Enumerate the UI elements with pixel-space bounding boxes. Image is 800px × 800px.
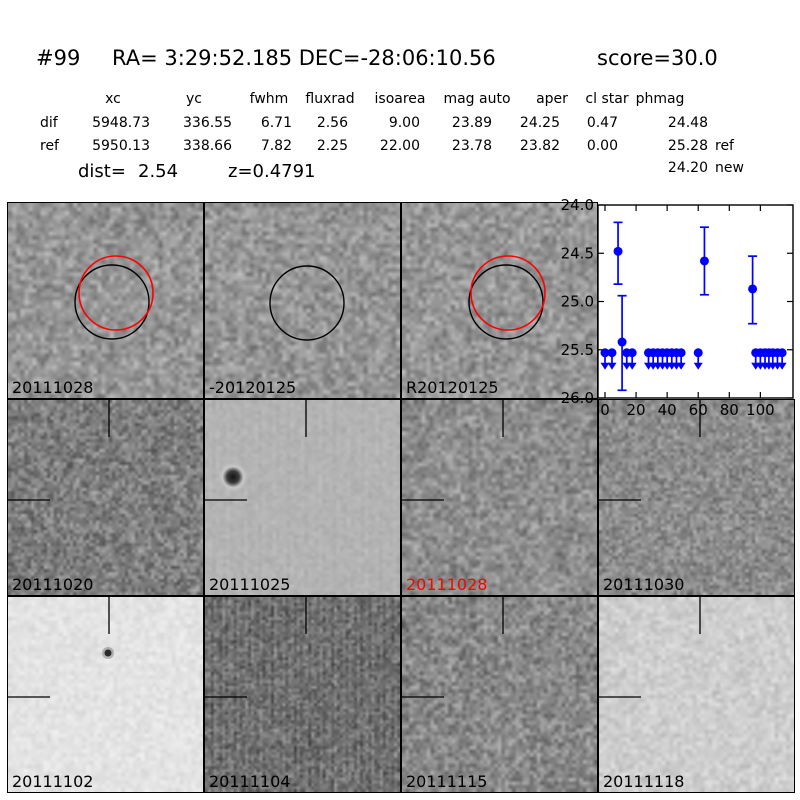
aperture-circle-black [269,265,345,341]
cutout-dif-20111028: 20111028 [7,202,204,399]
cutout-image [205,203,400,398]
ref-yc: 338.66 [183,138,232,154]
epoch-label: 20111028 [12,378,94,397]
epoch-label: -20120125 [209,378,297,397]
cutout-image [8,203,203,398]
cutout-20111118: 20111118 [598,596,795,793]
row-label-dif: dif [40,115,58,131]
col-header-yc: yc [186,91,202,107]
ref-mag-auto: 23.78 [451,138,492,154]
dif-mag-auto: 23.89 [451,115,492,131]
new-phmag: 24.20 [667,160,708,176]
ra-dec-coordinates: RA= 3:29:52.185 DEC=-28:06:10.56 [112,46,496,70]
col-header-xc: xc [105,91,121,107]
cutout-image [402,203,597,398]
new-phmag-suffix: new [715,160,744,176]
dif-fluxrad: 2.56 [316,115,348,131]
aperture-circle-black [468,264,544,340]
cutout-image [599,597,794,792]
aperture-circle-black [74,264,150,340]
score-value: score=30.0 [597,46,718,70]
point-source-spot [104,649,112,657]
aperture-circle-red [470,255,546,331]
cutout-image [8,597,203,792]
dist-value: 2.54 [138,161,179,182]
ref-cl-star: 0.00 [586,138,618,154]
dist-label: dist= [78,161,126,182]
dif-xc: 5948.73 [92,115,150,131]
epoch-label: 20111104 [209,772,291,791]
cutout-image [205,400,400,595]
col-header-fwhm: fwhm [249,91,289,107]
epoch-label: 20111025 [209,575,291,594]
ref-fwhm: 7.82 [260,138,292,154]
cutout-image [402,597,597,792]
residual-spot [218,462,248,492]
col-header-isoarea: isoarea [374,91,426,107]
ref-fluxrad: 2.25 [316,138,348,154]
col-header-cl-star: cl star [585,91,629,107]
ref-aper: 23.82 [519,138,560,154]
epoch-label: 20111118 [603,772,685,791]
lightcurve-plot-cell [598,202,795,399]
candidate-id: #99 [36,46,81,70]
cutout-20111102: 20111102 [7,596,204,793]
ref-xc: 5950.13 [92,138,150,154]
epoch-label: 20111020 [12,575,94,594]
cutout-20111025: 20111025 [204,399,401,596]
epoch-label: 20111030 [603,575,685,594]
dif-fwhm: 6.71 [260,115,292,131]
col-header-mag-auto: mag auto [443,91,511,107]
cutout-20111020: 20111020 [7,399,204,596]
cutout-image [205,597,400,792]
col-header-phmag: phmag [635,91,685,107]
dif-aper: 24.25 [519,115,560,131]
aperture-circle-red [78,255,154,331]
cutout-20111104: 20111104 [204,596,401,793]
row-label-ref: ref [40,138,59,154]
cutout-20111030: 20111030 [598,399,795,596]
col-header-aper: aper [536,91,568,107]
dif-isoarea: 9.00 [388,115,420,131]
ref-phmag-suffix: ref [715,138,734,154]
cutout-image [599,400,794,595]
dif-phmag: 24.48 [667,115,708,131]
epoch-label: 20111115 [406,772,488,791]
dif-cl-star: 0.47 [586,115,618,131]
cutout-image [402,400,597,595]
col-header-fluxrad: fluxrad [305,91,355,107]
cutout-image [8,400,203,595]
ref-phmag: 25.28 [667,138,708,154]
epoch-label: R20120125 [406,378,499,397]
epoch-label: 20111028 [406,575,488,594]
cutout-20111115: 20111115 [401,596,598,793]
epoch-label: 20111102 [12,772,94,791]
cutout-R20120125: R20120125 [401,202,598,399]
cutout-20111028-highlighted: 20111028 [401,399,598,596]
redshift-value: z=0.4791 [228,161,316,182]
cutout-ref--20120125: -20120125 [204,202,401,399]
ref-isoarea: 22.00 [379,138,420,154]
dif-yc: 336.55 [183,115,232,131]
